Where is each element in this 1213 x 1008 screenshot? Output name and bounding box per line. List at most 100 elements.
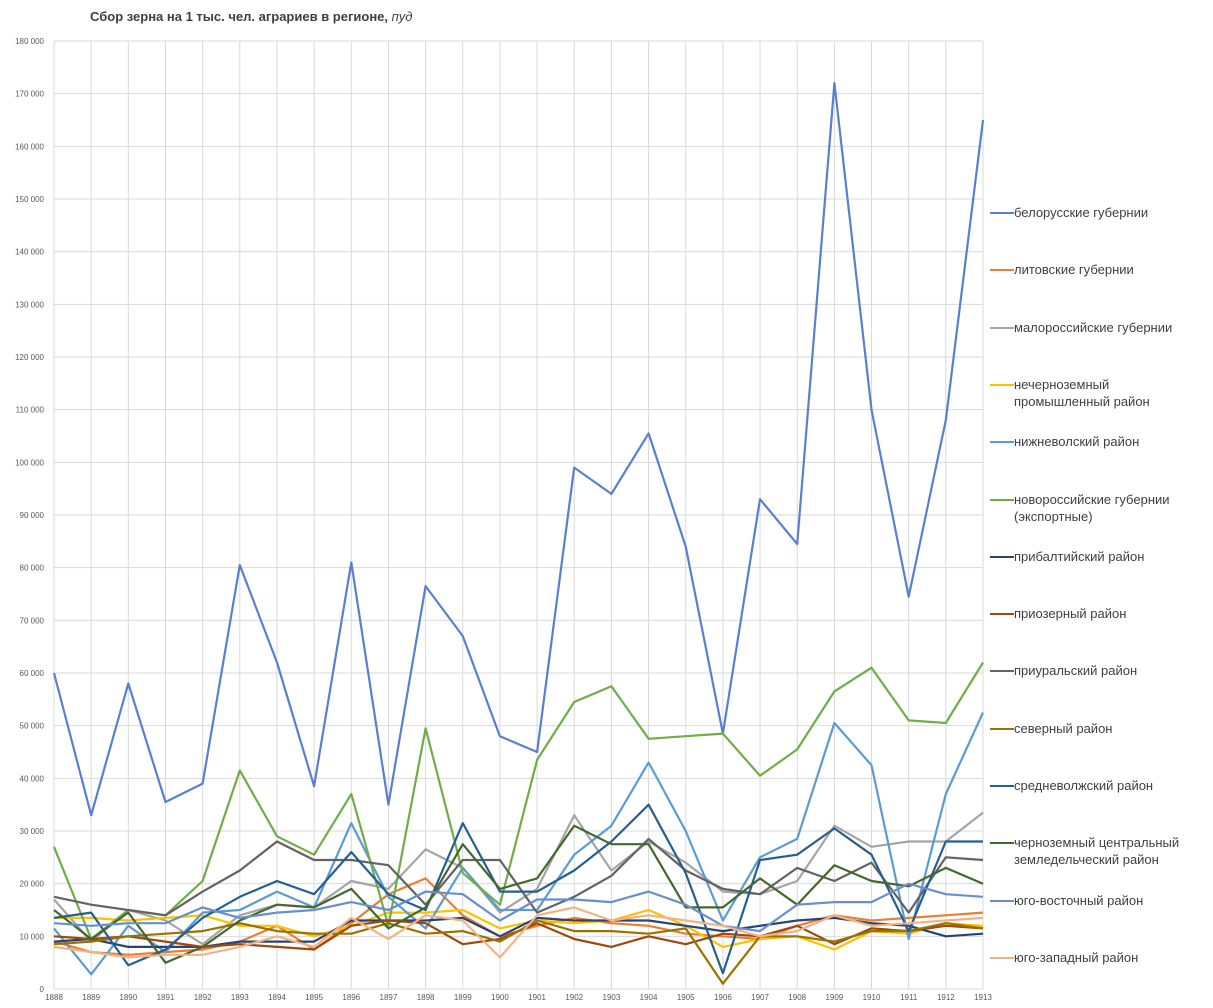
legend-label: литовские губернии xyxy=(1014,262,1134,278)
legend-item: литовские губернии xyxy=(990,261,1205,278)
legend-swatch xyxy=(990,441,1014,444)
x-tick-label: 1894 xyxy=(268,993,286,1002)
y-tick-label: 80 000 xyxy=(20,564,45,573)
x-tick-label: 1911 xyxy=(900,993,918,1002)
x-tick-label: 1900 xyxy=(491,993,509,1002)
legend-swatch xyxy=(990,498,1014,501)
legend-swatch xyxy=(990,212,1014,214)
chart-title: Сбор зерна на 1 тыс. чел. аграриев в рег… xyxy=(90,9,412,24)
legend-swatch xyxy=(990,383,1014,386)
legend-swatch xyxy=(990,785,1014,787)
legend-label: средневолжский район xyxy=(1014,778,1154,793)
legend-label: черноземный центральный земледельческий … xyxy=(1014,835,1180,868)
y-tick-label: 170 000 xyxy=(15,90,44,99)
x-tick-label: 1907 xyxy=(751,993,769,1002)
legend-label: прибалтийский район xyxy=(1014,548,1145,564)
y-tick-label: 140 000 xyxy=(15,248,44,257)
x-tick-label: 1888 xyxy=(45,993,63,1002)
x-tick-label: 1892 xyxy=(194,993,212,1002)
legend-item: новороссийские губернии (экспортные) xyxy=(990,491,1205,525)
y-tick-label: 50 000 xyxy=(20,722,45,731)
legend-swatch xyxy=(990,269,1014,272)
legend-label: малороссийские губернии xyxy=(1014,319,1173,335)
x-tick-label: 1913 xyxy=(974,993,992,1002)
x-tick-label: 1905 xyxy=(677,993,695,1002)
y-tick-label: 150 000 xyxy=(15,195,44,204)
series-line xyxy=(53,803,983,975)
y-tick-label: 20 000 xyxy=(20,880,45,889)
legend-item: приозерный район xyxy=(990,605,1205,622)
x-tick-label: 1897 xyxy=(380,993,398,1002)
legend-label: северный район xyxy=(1014,720,1113,736)
x-tick-label: 1896 xyxy=(342,993,360,1002)
y-tick-label: 180 000 xyxy=(15,37,44,46)
legend-item: северный район xyxy=(990,720,1205,737)
legend-item: приуральский район xyxy=(990,662,1205,679)
x-tick-label: 1904 xyxy=(640,993,658,1002)
legend-item: юго-западный район xyxy=(990,949,1205,966)
series-line xyxy=(53,811,984,946)
y-tick-label: 0 xyxy=(40,985,45,994)
series-line xyxy=(52,81,985,817)
y-tick-label: 110 000 xyxy=(16,406,45,415)
y-tick-label: 160 000 xyxy=(15,142,44,151)
legend-swatch xyxy=(990,842,1014,845)
x-tick-label: 1912 xyxy=(937,993,955,1002)
series-line xyxy=(54,908,984,951)
x-tick-label: 1909 xyxy=(825,993,843,1002)
x-tick-label: 1906 xyxy=(714,993,732,1002)
title-text: Сбор зерна на 1 тыс. чел. аграриев в рег… xyxy=(90,9,388,24)
y-tick-label: 60 000 xyxy=(20,669,45,678)
x-tick-label: 1902 xyxy=(565,993,583,1002)
legend-item: прибалтийский район xyxy=(990,548,1205,565)
series-line xyxy=(53,837,984,917)
x-tick-label: 1895 xyxy=(305,993,323,1002)
legend-item: белорусские губернии xyxy=(990,204,1205,221)
legend-swatch xyxy=(990,613,1014,616)
legend-item: юго-восточный район xyxy=(990,892,1205,909)
legend-label: приуральский район xyxy=(1014,663,1138,679)
legend-swatch xyxy=(990,727,1014,730)
x-tick-label: 1903 xyxy=(603,993,621,1002)
legend-label: приозерный район xyxy=(1014,606,1127,622)
legend-item: средневолжский район xyxy=(990,777,1205,794)
legend-swatch xyxy=(990,899,1014,902)
legend-item: черноземный центральный земледельческий … xyxy=(990,834,1205,868)
legend-label: нижневолский район xyxy=(1014,434,1140,450)
y-tick-label: 40 000 xyxy=(20,774,45,783)
x-tick-label: 1910 xyxy=(863,993,881,1002)
title-unit: пуд xyxy=(392,9,413,24)
series-line xyxy=(53,906,984,959)
legend-swatch xyxy=(990,956,1014,959)
legend-item: нижневолский район xyxy=(990,433,1205,450)
legend-item: малороссийские губернии xyxy=(990,319,1205,336)
legend-label: юго-западный район xyxy=(1014,949,1139,965)
x-tick-label: 1898 xyxy=(417,993,435,1002)
y-tick-label: 120 000 xyxy=(15,353,44,362)
y-tick-label: 70 000 xyxy=(20,616,45,625)
x-tick-label: 1891 xyxy=(157,993,175,1002)
legend-item: нечерноземный промышленный район xyxy=(990,376,1205,410)
y-tick-label: 30 000 xyxy=(20,827,45,836)
series-line xyxy=(53,824,984,964)
legend-label: белорусские губернии xyxy=(1014,205,1149,220)
y-tick-label: 10 000 xyxy=(20,932,45,941)
legend-label: новороссийские губернии (экспортные) xyxy=(1014,491,1170,524)
y-tick-label: 130 000 xyxy=(15,300,44,309)
legend-swatch xyxy=(990,670,1014,673)
legend-swatch xyxy=(990,326,1014,329)
x-tick-label: 1893 xyxy=(231,993,249,1002)
x-tick-label: 1889 xyxy=(82,993,100,1002)
x-tick-label: 1890 xyxy=(119,993,137,1002)
x-tick-label: 1901 xyxy=(528,993,546,1002)
legend-label: юго-восточный район xyxy=(1014,892,1144,908)
y-tick-label: 100 000 xyxy=(15,458,44,467)
series-line xyxy=(52,661,984,941)
x-tick-label: 1908 xyxy=(788,993,806,1002)
y-tick-label: 90 000 xyxy=(20,511,45,520)
series-line xyxy=(53,919,984,985)
x-tick-label: 1899 xyxy=(454,993,472,1002)
series-line xyxy=(53,882,984,933)
